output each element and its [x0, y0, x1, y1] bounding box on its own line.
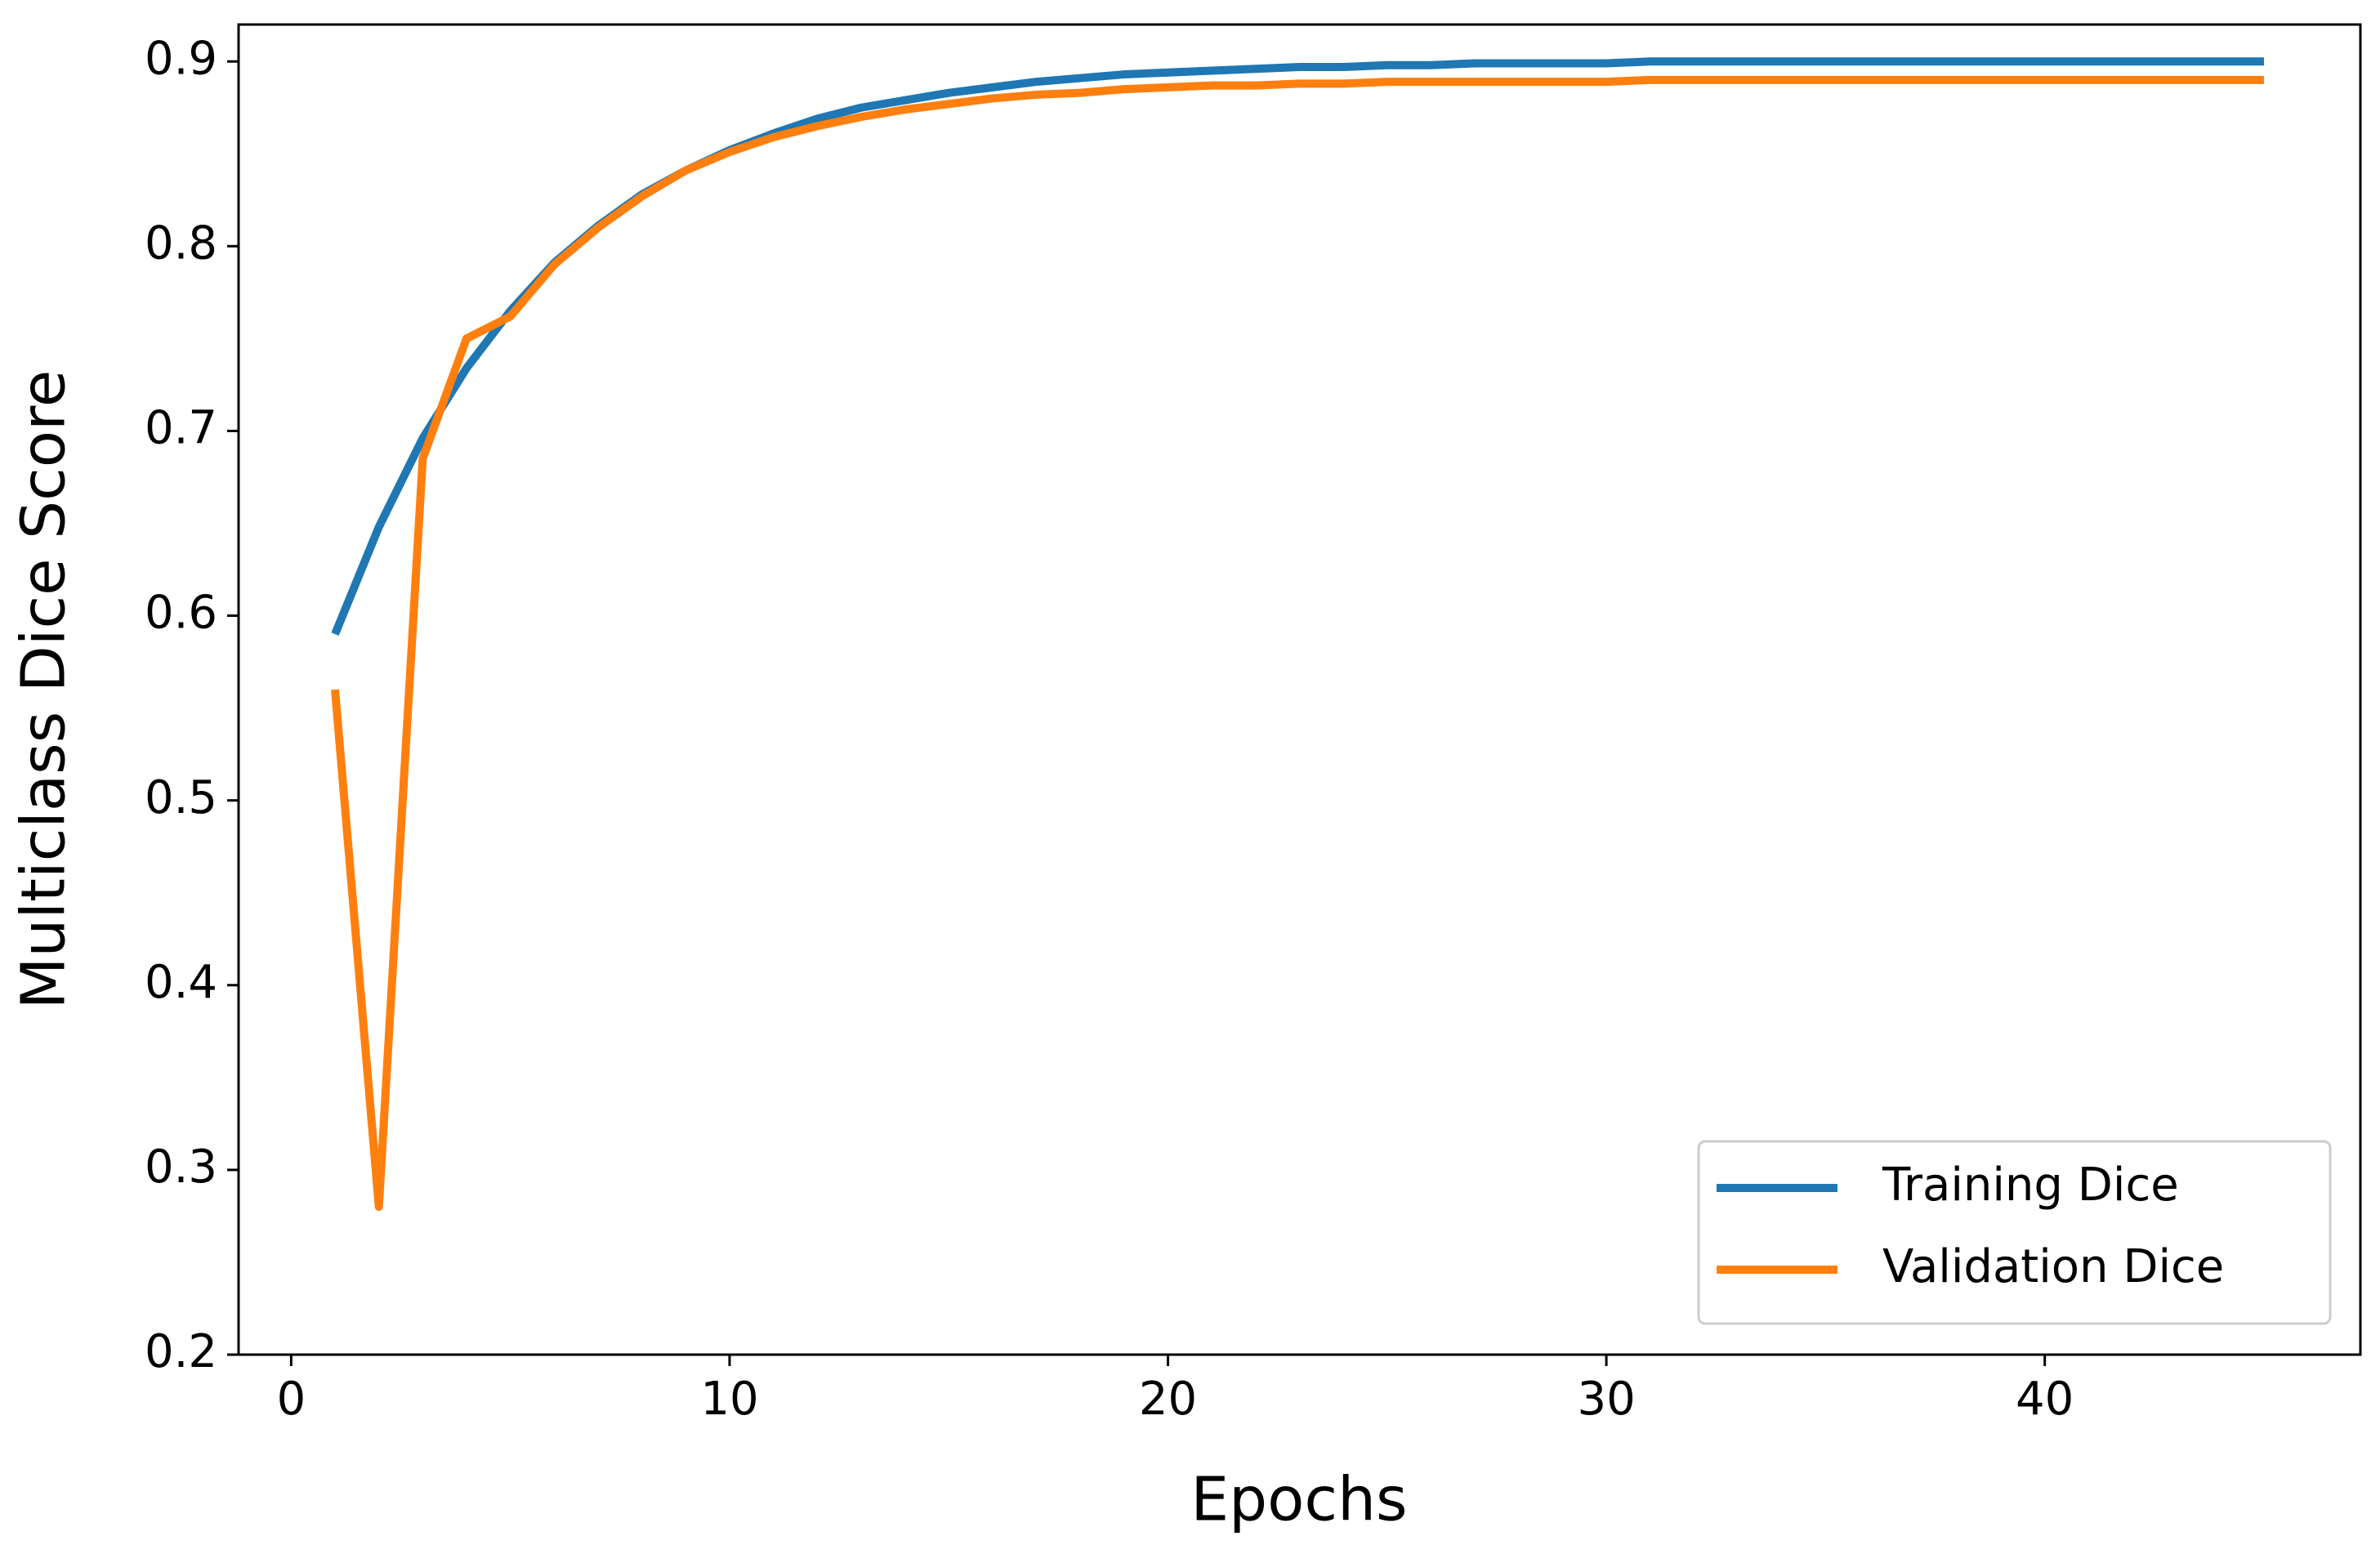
- y-tick-label: 0.5: [145, 771, 217, 824]
- legend-label: Validation Dice: [1882, 1240, 2224, 1293]
- y-tick-label: 0.8: [145, 217, 217, 270]
- x-tick-label: 40: [2016, 1373, 2074, 1426]
- data-line: [331, 57, 2264, 636]
- y-tick-label: 0.7: [145, 402, 217, 455]
- legend-box: [1697, 1140, 2332, 1325]
- y-axis-label: Multiclass Dice Score: [9, 370, 79, 1010]
- plot-frame: [237, 23, 2362, 1356]
- x-axis-label: Epochs: [1190, 1465, 1407, 1535]
- x-tick-label: 10: [700, 1373, 758, 1426]
- y-tick-label: 0.6: [145, 587, 217, 640]
- x-tick-label: 30: [1577, 1373, 1635, 1426]
- data-line: [331, 75, 2264, 1212]
- y-tick-label: 0.9: [145, 32, 217, 85]
- x-tick-label: 0: [277, 1373, 306, 1426]
- y-tick-label: 0.3: [145, 1141, 217, 1194]
- legend-label: Training Dice: [1882, 1159, 2179, 1212]
- y-tick-label: 0.2: [145, 1325, 217, 1378]
- x-tick-label: 20: [1139, 1373, 1197, 1426]
- y-tick-label: 0.4: [145, 956, 217, 1009]
